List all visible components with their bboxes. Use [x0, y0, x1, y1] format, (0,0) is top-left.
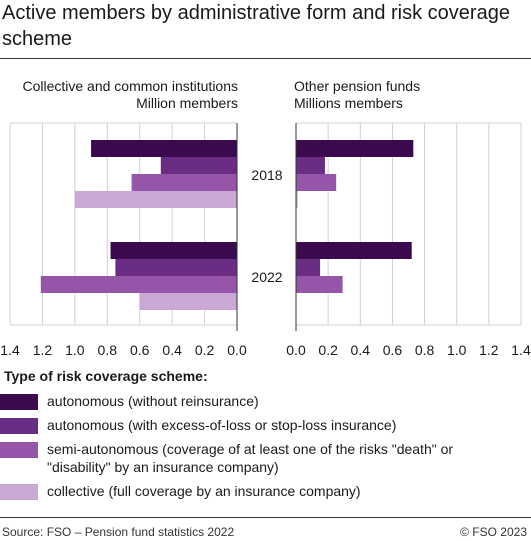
- right-tick-label: 0.8: [415, 342, 435, 358]
- left-bar-2022-semi: [40, 276, 237, 293]
- left-tick-label: 0.8: [98, 342, 118, 358]
- footer-rule: [0, 517, 531, 518]
- right-tick-label: 1.0: [447, 342, 467, 358]
- left-tick-label: 0.0: [227, 342, 247, 358]
- right-bar-2018-semi: [296, 174, 337, 191]
- title-rule: [0, 58, 531, 59]
- footer-source: Source: FSO – Pension fund statistics 20…: [2, 525, 235, 539]
- category-label-2022: 2022: [251, 269, 282, 285]
- right-bar-2018-collective: [296, 191, 298, 208]
- left-bar-2022-autonomous: [110, 242, 237, 259]
- right-bar-2022-semi: [296, 276, 343, 293]
- legend-label-collective: collective (full coverage by an insuranc…: [47, 483, 361, 499]
- right-tick-label: 0.2: [318, 342, 338, 358]
- left-bar-2022-excess: [115, 259, 237, 276]
- left-bar-2018-excess: [160, 157, 237, 174]
- legend-label-excess: autonomous (with excess-of-loss or stop-…: [47, 417, 397, 433]
- left-tick-label: 0.4: [162, 342, 182, 358]
- legend-title: Type of risk coverage scheme:: [4, 368, 208, 384]
- right-tick-label: 1.4: [511, 342, 531, 358]
- footer-copyright: © FSO 2023: [460, 525, 527, 539]
- legend-label-semi: semi-autonomous (coverage of at least on…: [47, 441, 454, 475]
- left-tick-label: 1.4: [0, 342, 20, 358]
- legend-swatch-excess: [0, 418, 38, 434]
- left-tick-label: 0.2: [195, 342, 215, 358]
- right-bar-2022-autonomous: [296, 242, 412, 259]
- right-bar-2018-excess: [296, 157, 325, 174]
- right-tick-label: 0.0: [286, 342, 306, 358]
- legend-swatch-autonomous: [0, 394, 38, 410]
- right-bar-2018-autonomous: [296, 140, 414, 157]
- right-panel-title: Other pension funds: [294, 78, 421, 94]
- left-panel-unit: Million members: [136, 95, 238, 111]
- right-bar-2022-excess: [296, 259, 321, 276]
- left-bar-2018-collective: [74, 191, 237, 208]
- left-tick-label: 0.6: [130, 342, 150, 358]
- bar-charts: 1.4 1.2 1.0 0.8 0.6 0.4 0.2 0.0 0.0 0.2 0.4 0.6 0.8 1…: [0, 122, 531, 358]
- category-label-2018: 2018: [251, 167, 282, 183]
- chart-title: Active members by administrative form an…: [2, 2, 510, 50]
- legend-label-autonomous: autonomous (without reinsurance): [47, 393, 259, 409]
- right-panel-unit: Millions members: [294, 95, 403, 111]
- left-tick-label: 1.2: [33, 342, 53, 358]
- right-tick-label: 0.4: [351, 342, 371, 358]
- left-panel-title: Collective and common institutions: [22, 78, 238, 94]
- legend-swatch-collective: [0, 484, 38, 500]
- legend-swatch-semi: [0, 442, 38, 458]
- left-bar-2018-semi: [131, 174, 237, 191]
- right-tick-label: 0.6: [383, 342, 403, 358]
- right-tick-label: 1.2: [479, 342, 499, 358]
- left-bar-2022-collective: [139, 293, 237, 310]
- left-tick-label: 1.0: [65, 342, 85, 358]
- left-bar-2018-autonomous: [91, 140, 237, 157]
